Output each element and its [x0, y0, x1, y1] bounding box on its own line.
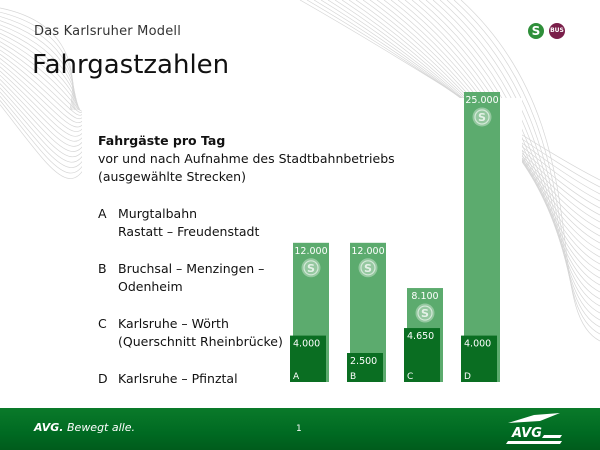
bar-label-before: 4.000 — [293, 339, 320, 350]
bus-logo-icon: BUS — [549, 23, 565, 39]
route-letter: A — [98, 206, 107, 221]
svg-text:AVG: AVG — [511, 426, 542, 441]
page-title: Fahrgastzahlen — [32, 50, 230, 80]
route-detail: (Querschnitt Rheinbrücke) — [118, 334, 283, 349]
avg-logo-icon: AVG — [506, 413, 562, 444]
s-bahn-logo-icon: S — [528, 23, 544, 39]
bar-after — [464, 92, 500, 382]
route-letter: B — [98, 261, 107, 276]
passenger-bar-chart: 12.000 S 4.000 A 12.000 S 2.500 B 8.100 S 4.650 C 25… — [290, 92, 500, 382]
footer-slogan: AVG. Bewegt alle. — [34, 421, 135, 434]
presentation-subtitle: Das Karlsruher Modell — [34, 24, 182, 39]
svg-text:S: S — [307, 262, 315, 275]
route-name: Bruchsal – Menzingen – — [118, 261, 265, 276]
bar-before — [461, 335, 497, 382]
category-label: D — [464, 372, 471, 382]
s-bahn-icon: S — [301, 258, 321, 278]
page-number: 1 — [296, 424, 302, 434]
s-bahn-icon: S — [358, 258, 378, 278]
route-name: Karlsruhe – Pfinztal — [118, 371, 238, 386]
route-detail: Rastatt – Freudenstadt — [118, 224, 260, 239]
bar-label-after: 8.100 — [411, 291, 438, 302]
footer-bar: AVG. Bewegt alle. 1 — [0, 408, 600, 450]
footer-slogan-text: Bewegt alle. — [67, 421, 135, 434]
category-label: B — [350, 372, 356, 382]
s-bahn-icon: S — [415, 303, 435, 323]
route-letter: C — [98, 316, 107, 331]
svg-text:S: S — [364, 262, 372, 275]
bar-label-before: 4.000 — [464, 339, 491, 350]
bar-before — [347, 353, 383, 382]
bar-before — [404, 328, 440, 382]
footer-brand: AVG. — [34, 421, 64, 434]
bar-label-before: 2.500 — [350, 356, 377, 367]
bar-label-after: 25.000 — [465, 95, 498, 106]
bar-label-before: 4.650 — [407, 331, 434, 342]
bar-label-after: 12.000 — [294, 246, 327, 257]
route-name: Karlsruhe – Wörth — [118, 316, 229, 331]
category-label: A — [293, 372, 300, 382]
route-letter: D — [98, 371, 108, 386]
chart-description-line-2: (ausgewählte Strecken) — [98, 169, 246, 184]
route-name: Murgtalbahn — [118, 206, 198, 221]
chart-heading: Fahrgäste pro Tag — [98, 133, 226, 148]
svg-text:S: S — [421, 307, 429, 320]
svg-text:S: S — [478, 111, 486, 124]
route-detail: Odenheim — [118, 279, 183, 294]
bar-label-after: 12.000 — [351, 246, 384, 257]
category-label: C — [407, 372, 413, 382]
bar-before — [290, 335, 326, 382]
s-bahn-icon: S — [472, 107, 492, 127]
